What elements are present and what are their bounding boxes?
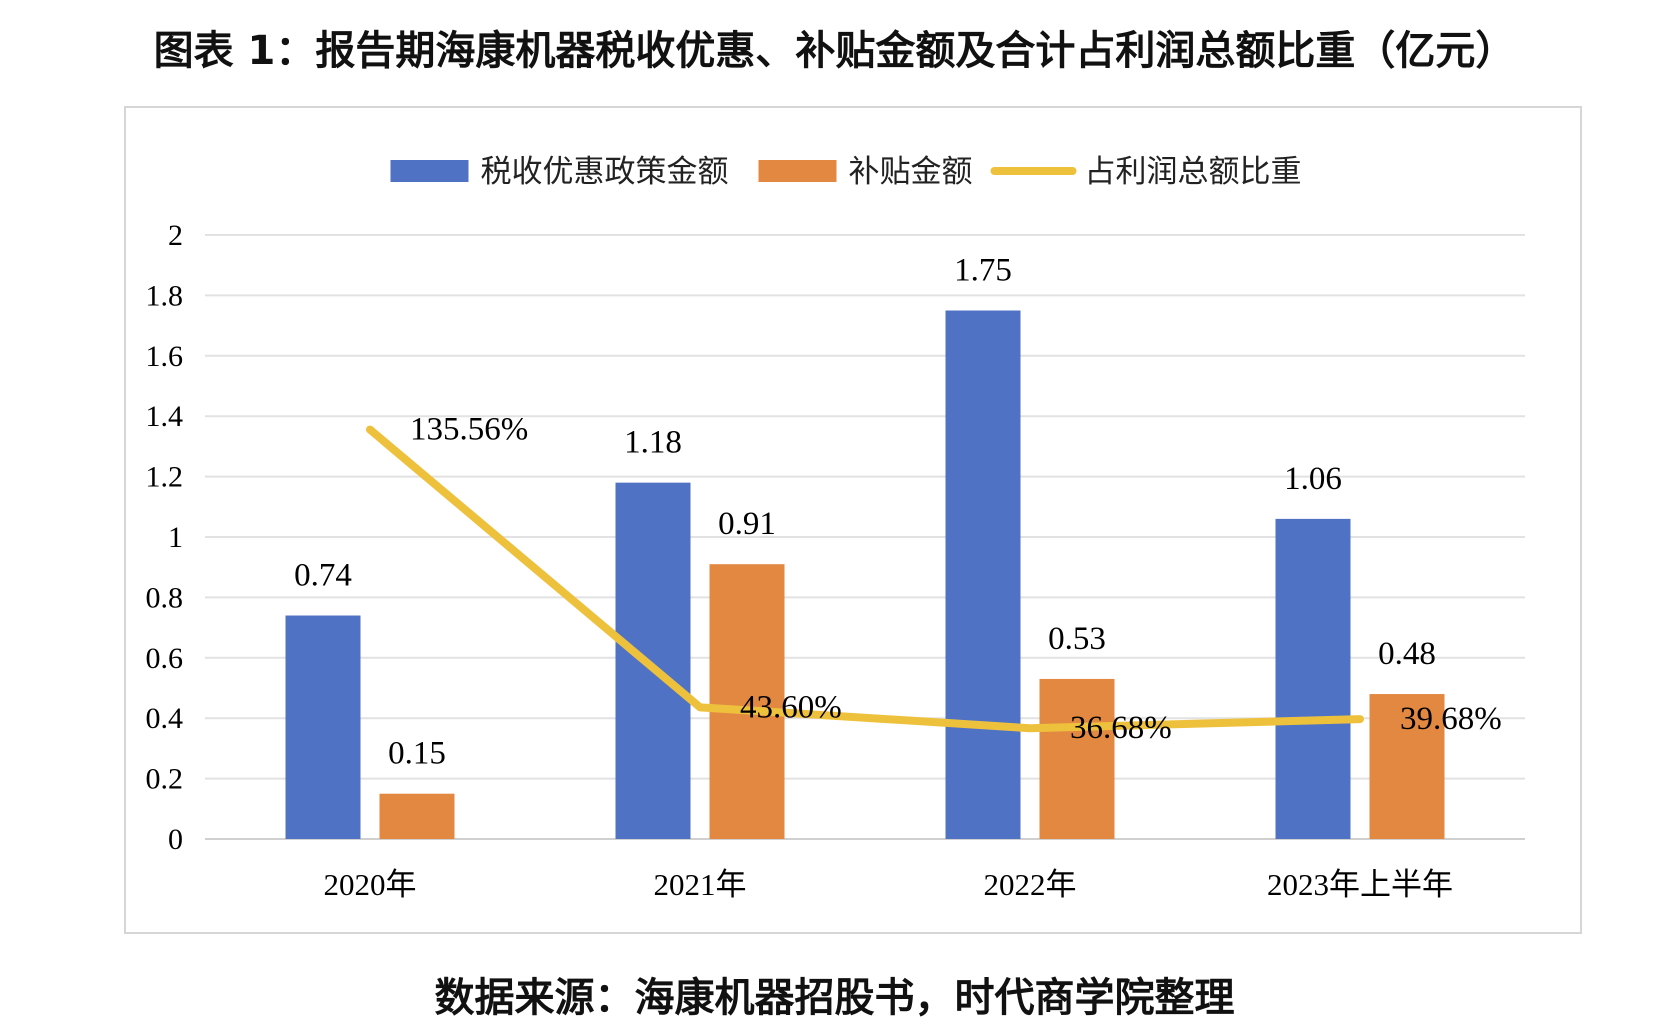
y-tick-label: 2 [168, 219, 183, 252]
bar-data-label: 0.53 [1048, 621, 1106, 657]
bar-data-label: 0.91 [718, 506, 776, 542]
y-tick-label: 0.4 [146, 702, 184, 735]
source-note: 数据来源：海康机器招股书，时代商学院整理 [434, 975, 1235, 1021]
legend-label: 税收优惠政策金额 [481, 154, 729, 190]
y-tick-label: 0.2 [146, 763, 184, 796]
bar-subsidy [379, 793, 455, 839]
legend-label: 补贴金额 [849, 154, 973, 190]
bar-data-label: 1.06 [1284, 461, 1342, 497]
bar-subsidy [1039, 678, 1115, 839]
y-tick-label: 0.8 [146, 581, 184, 614]
bar-data-label: 1.18 [624, 425, 682, 461]
line-data-label: 135.56% [410, 412, 528, 448]
x-tick-label: 2021年 [654, 867, 747, 902]
bar-tax [615, 482, 691, 839]
bar-data-label: 0.74 [294, 558, 352, 594]
bar-tax [945, 310, 1021, 839]
line-data-label: 43.60% [740, 689, 842, 725]
legend: 税收优惠政策金额 补贴金额 占利润总额比重 [390, 154, 1302, 190]
y-tick-label: 1.2 [146, 461, 184, 494]
bar-subsidy [1369, 694, 1445, 839]
legend-swatch [390, 160, 469, 182]
y-tick-label: 0.6 [146, 642, 184, 675]
x-tick-label: 2022年 [984, 867, 1077, 902]
legend-label: 占利润总额比重 [1085, 154, 1302, 190]
y-axis: 0 0.2 0.4 0.6 0.8 1 1.2 1.4 1.6 1.8 2 [146, 219, 184, 856]
bar-series [285, 310, 1445, 839]
bar-tax [285, 615, 361, 839]
y-tick-label: 1 [168, 521, 183, 554]
x-tick-label: 2023年上半年 [1267, 867, 1453, 902]
y-tick-label: 1.6 [146, 340, 184, 373]
bar-tax [1275, 518, 1351, 839]
legend-swatch [758, 160, 837, 182]
y-tick-label: 0 [168, 823, 183, 856]
figure-title: 图表 1：报告期海康机器税收优惠、补贴金额及合计占利润总额比重（亿元） [153, 28, 1516, 74]
data-labels: 0.74 0.15 1.18 0.91 1.75 0.53 1.06 0.48 135.56% 4… [294, 253, 1502, 772]
bar-data-label: 0.48 [1378, 636, 1436, 672]
x-tick-label: 2020年 [324, 867, 417, 902]
line-data-label: 39.68% [1400, 701, 1502, 737]
x-axis: 2020年 2021年 2022年 2023年上半年 [324, 867, 1454, 902]
bar-data-label: 0.15 [388, 736, 446, 772]
bar-data-label: 1.75 [954, 253, 1012, 289]
y-tick-label: 1.4 [146, 400, 184, 433]
line-data-label: 36.68% [1070, 710, 1172, 746]
line-series [366, 425, 1364, 733]
y-tick-label: 1.8 [146, 279, 184, 312]
bar-subsidy [709, 564, 785, 839]
ratio-line [366, 425, 1364, 733]
